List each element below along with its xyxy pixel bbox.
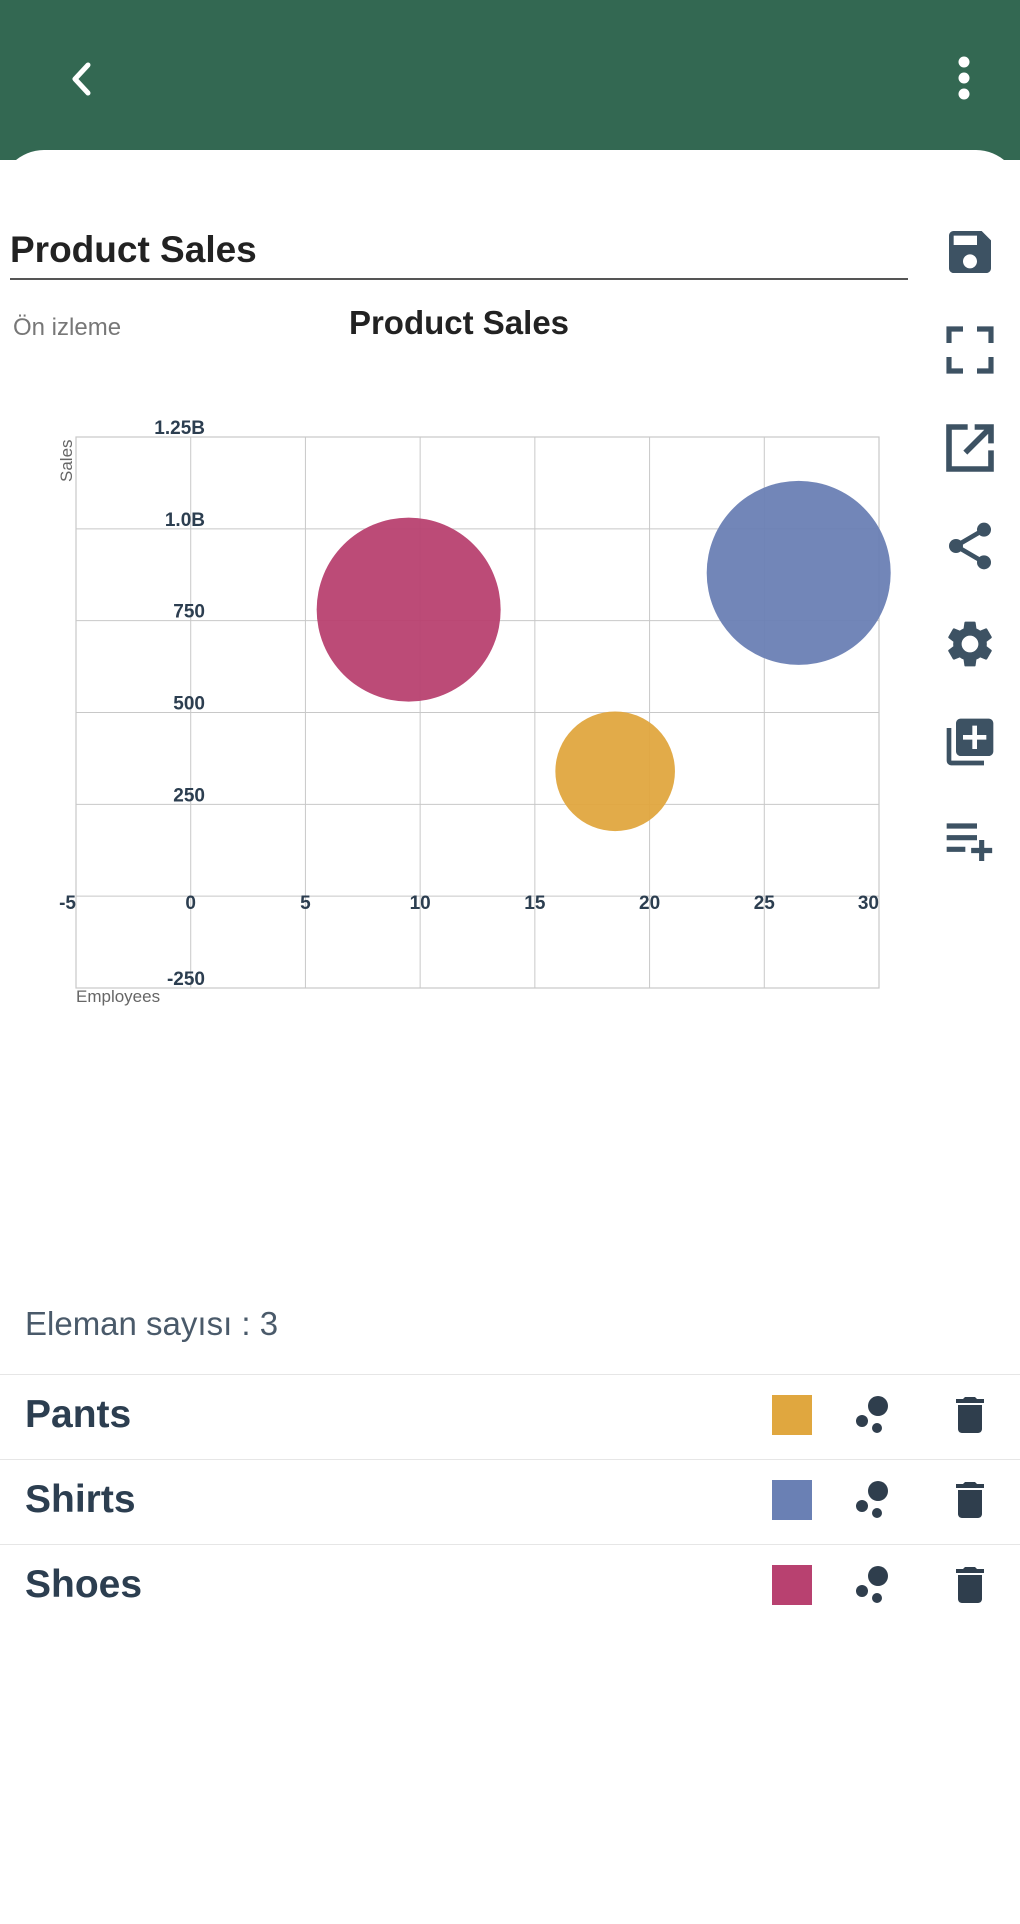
- trash-icon: [956, 1482, 984, 1518]
- color-swatch-button[interactable]: [772, 1480, 812, 1520]
- y-tick-label: 1.0B: [165, 510, 205, 531]
- x-tick-label: 10: [410, 893, 431, 914]
- x-tick-label: 25: [754, 893, 776, 914]
- delete-button[interactable]: [946, 1561, 994, 1609]
- bubble-pants: [555, 711, 675, 832]
- chevron-left-icon: [72, 62, 91, 96]
- add-library-icon: [946, 718, 994, 766]
- y-axis-label: Sales: [57, 439, 76, 482]
- x-axis-label: Employees: [76, 987, 160, 1006]
- settings-button[interactable]: [934, 608, 1006, 680]
- chart-title-input[interactable]: [10, 222, 908, 280]
- save-button[interactable]: [934, 216, 1006, 288]
- share-icon: [949, 522, 991, 570]
- open-external-button[interactable]: [934, 412, 1006, 484]
- y-tick-label: 750: [173, 602, 205, 623]
- more-menu-button[interactable]: [940, 52, 988, 108]
- trash-icon: [956, 1397, 984, 1433]
- x-tick-label: 0: [185, 893, 196, 914]
- add-to-library-button[interactable]: [934, 706, 1006, 778]
- share-button[interactable]: [934, 510, 1006, 582]
- bubble-chart: -5 0 5 10 15 20 25 30 -250 250 500 750 1.0B 1.25B Sale…: [57, 418, 891, 1006]
- y-tick-label: 500: [173, 694, 205, 715]
- x-tick-label: 20: [639, 893, 660, 914]
- fullscreen-icon: [946, 326, 994, 374]
- y-tick-label: -250: [167, 969, 205, 990]
- bubble-style-button[interactable]: [848, 1476, 896, 1524]
- x-tick-label: 15: [524, 893, 546, 914]
- list-item[interactable]: Pants: [0, 1374, 1020, 1459]
- more-vertical-icon: [958, 56, 970, 100]
- bubble-icon: [856, 1481, 888, 1518]
- delete-button[interactable]: [946, 1391, 994, 1439]
- open-external-icon: [946, 424, 994, 472]
- back-button[interactable]: [58, 55, 106, 103]
- list-item[interactable]: Shoes: [0, 1544, 1020, 1629]
- item-count: Eleman sayısı : 3: [25, 1305, 279, 1342]
- list-item-name: Shirts: [25, 1478, 136, 1521]
- color-swatch-button[interactable]: [772, 1395, 812, 1435]
- delete-button[interactable]: [946, 1476, 994, 1524]
- x-tick-label: 5: [300, 893, 311, 914]
- color-swatch-button[interactable]: [772, 1565, 812, 1605]
- bubble-icon: [856, 1396, 888, 1433]
- playlist-add-icon: [946, 823, 993, 861]
- trash-icon: [956, 1567, 984, 1603]
- app-bar: [0, 0, 1020, 160]
- bubble-shirts: [706, 480, 891, 665]
- fullscreen-button[interactable]: [934, 314, 1006, 386]
- list-item-name: Pants: [25, 1393, 132, 1436]
- list-item-name: Shoes: [25, 1563, 143, 1606]
- y-tick-label: 250: [173, 785, 205, 806]
- bubble-style-button[interactable]: [848, 1391, 896, 1439]
- x-tick-label: 30: [858, 893, 879, 914]
- x-tick-label: -5: [59, 893, 76, 914]
- add-item-button[interactable]: [934, 804, 1006, 876]
- preview-label: Ön izleme: [13, 314, 122, 341]
- settings-icon: [948, 621, 992, 667]
- chart-title: Product Sales: [348, 304, 570, 341]
- y-tick-label: 1.25B: [154, 418, 205, 439]
- bubble-icon: [856, 1566, 888, 1603]
- editor-card: [0, 150, 1020, 1255]
- list-item[interactable]: Shirts: [0, 1459, 1020, 1544]
- bubble-style-button[interactable]: [848, 1561, 896, 1609]
- save-icon: [949, 231, 991, 273]
- bubble-shoes: [316, 517, 501, 702]
